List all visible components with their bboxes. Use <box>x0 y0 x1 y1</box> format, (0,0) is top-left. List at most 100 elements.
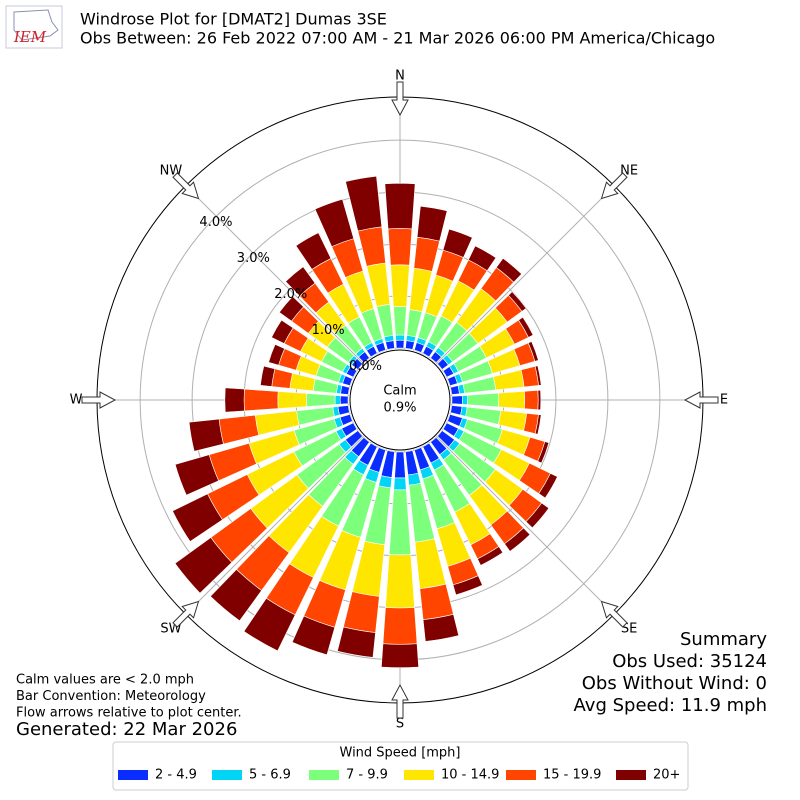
bar-segment <box>477 546 504 566</box>
bar-segment <box>538 472 558 499</box>
bar-segment <box>498 390 526 410</box>
r-tick-label: 0.0% <box>349 359 382 374</box>
bar-segment <box>174 537 233 594</box>
legend-title: Wind Speed [mph] <box>340 746 461 761</box>
bar-segment <box>450 405 463 416</box>
bar-segment <box>395 334 405 341</box>
bar-segment <box>314 198 355 248</box>
bar-segment <box>395 339 405 349</box>
flow-arrow <box>81 391 117 409</box>
summary-line: Summary <box>680 629 767 650</box>
r-tick-label: 4.0% <box>199 215 232 230</box>
grid-line <box>436 185 615 364</box>
bar-segment <box>524 390 539 410</box>
bar-segment <box>508 291 527 312</box>
legend-swatch <box>616 770 646 780</box>
direction-label: S <box>396 717 404 732</box>
bar-segment <box>419 583 454 621</box>
bar-segment <box>537 389 542 411</box>
bar-segment <box>289 372 316 392</box>
bar-segment <box>384 182 416 230</box>
bar-segment <box>452 575 483 596</box>
direction-label: N <box>395 69 405 84</box>
legend-box <box>112 741 689 791</box>
legend-label: 7 - 9.9 <box>346 768 388 783</box>
grid-line <box>185 436 364 615</box>
r-tick-label: 3.0% <box>237 251 270 266</box>
bar-segment <box>357 226 386 267</box>
bar-segment <box>381 643 419 668</box>
grid-line <box>185 185 364 364</box>
legend-swatch <box>404 770 434 780</box>
bar-segment <box>467 245 497 272</box>
bar-segment <box>442 228 473 258</box>
bar-segment <box>174 454 220 496</box>
direction-label: E <box>720 393 728 408</box>
bar-segment <box>393 306 407 336</box>
bar-segment <box>414 538 447 590</box>
legend-label: 15 - 19.9 <box>543 768 601 783</box>
calm-value: 0.9% <box>383 401 416 416</box>
bar-segment <box>337 405 350 416</box>
summary-line: Avg Speed: 11.9 mph <box>574 695 767 716</box>
summary-line: Obs Used: 35124 <box>612 651 767 672</box>
bar-segment <box>385 554 415 609</box>
flow-arrow <box>600 600 628 628</box>
bar-segment <box>188 418 224 452</box>
bar-segment <box>306 393 336 407</box>
bar-segment <box>210 568 263 622</box>
bar-segment <box>518 316 534 338</box>
legend-swatch <box>309 770 339 780</box>
legend-swatch <box>118 770 148 780</box>
bar-segment <box>388 489 412 556</box>
generated: Generated: 22 Mar 2026 <box>16 719 237 740</box>
legend-swatch <box>212 770 242 780</box>
flow-arrow <box>172 172 200 200</box>
bar-segment <box>393 477 407 491</box>
bar-segment <box>390 264 410 307</box>
legend-label: 5 - 6.9 <box>249 768 291 783</box>
bar-segment <box>492 369 525 391</box>
bar-segment <box>271 319 294 344</box>
legend-label: 2 - 4.9 <box>155 768 197 783</box>
legend-swatch <box>506 770 536 780</box>
bar-segment <box>394 451 406 479</box>
calm-label: Calm <box>383 384 416 399</box>
legend-label: 20+ <box>653 768 680 783</box>
bar-segment <box>461 394 468 406</box>
r-tick-label: 2.0% <box>274 287 307 302</box>
chart-title: Windrose Plot for [DMAT2] Dumas 3SE <box>80 10 387 29</box>
bar-segment <box>343 591 380 633</box>
calm-circle <box>349 349 451 451</box>
bar-segment <box>334 395 341 405</box>
flow-arrow <box>391 81 409 117</box>
bar-segment <box>495 257 523 283</box>
logo-map <box>13 9 59 41</box>
logo-text: IEM <box>13 28 47 46</box>
flow-arrow <box>391 683 409 719</box>
bar-segment <box>422 613 460 642</box>
r-tick-label: 1.0% <box>312 323 345 338</box>
bar-segment <box>260 365 276 387</box>
bar-segment <box>534 414 542 435</box>
bar-segment <box>345 175 383 232</box>
bar-segment <box>291 615 336 656</box>
bar-segment <box>382 607 418 645</box>
note: Bar Convention: Meteorology <box>16 689 206 704</box>
bar-segment <box>527 341 539 362</box>
bar-segment <box>467 392 500 408</box>
bar-segment <box>268 344 286 366</box>
bar-segment <box>271 368 293 389</box>
flow-arrow <box>600 172 628 200</box>
note: Flow arrows relative to plot center. <box>16 706 242 721</box>
summary-line: Obs Without Wind: 0 <box>582 673 767 694</box>
bar-segment <box>387 228 413 266</box>
flow-arrow <box>683 391 719 409</box>
bar-segment <box>277 391 307 409</box>
bar-segment <box>224 387 245 413</box>
bar-segment <box>413 236 440 272</box>
flow-arrow <box>172 600 200 628</box>
bar-segment <box>172 493 223 542</box>
bar-segment <box>416 205 448 242</box>
